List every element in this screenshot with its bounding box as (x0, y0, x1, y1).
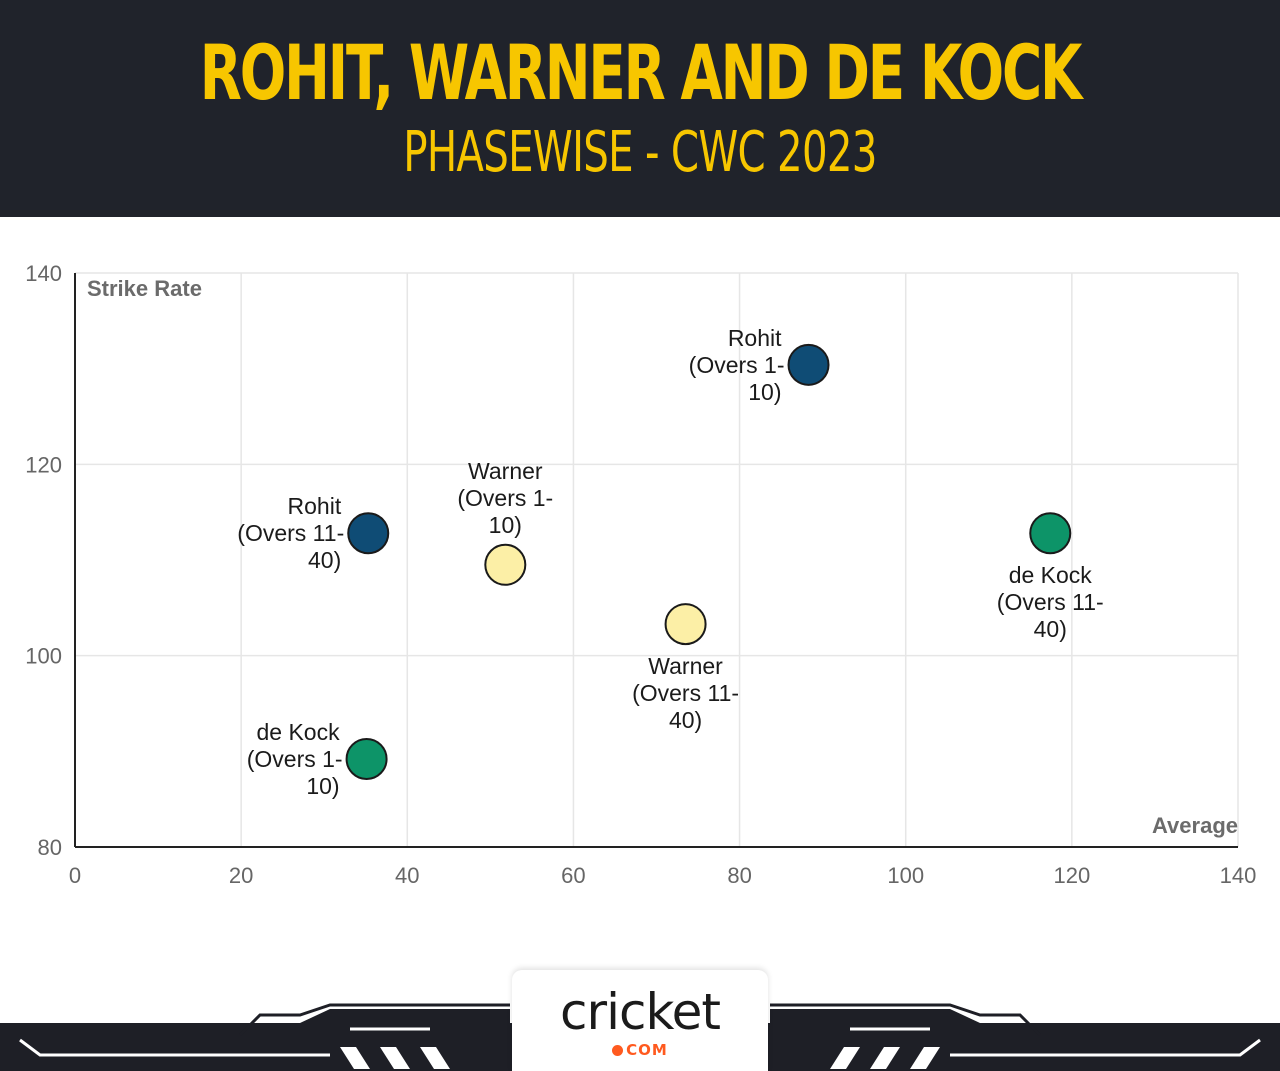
y-tick-label: 100 (25, 644, 62, 669)
data-point-label: (Overs 1- (247, 746, 343, 772)
data-point-label: (Overs 11- (997, 589, 1104, 615)
data-point-label: 40) (669, 707, 702, 733)
y-tick-label: 140 (25, 261, 62, 286)
x-tick-label: 100 (887, 863, 924, 888)
data-point (664, 603, 707, 646)
cricket-com-logo: cricket COM (512, 970, 768, 1071)
y-axis-title: Strike Rate (87, 276, 202, 301)
chart-subtitle: PHASEWISE - CWC 2023 (403, 120, 877, 185)
data-point-label: 40) (308, 547, 341, 573)
x-tick-label: 80 (727, 863, 751, 888)
data-point (1029, 512, 1072, 555)
x-tick-label: 120 (1053, 863, 1090, 888)
data-point-label: 10) (748, 379, 781, 405)
y-tick-label: 80 (38, 835, 62, 860)
logo-wordmark: cricket (560, 983, 721, 1041)
logo-suffix-text: COM (626, 1041, 668, 1059)
data-point (787, 343, 830, 386)
data-point-label: 40) (1034, 616, 1067, 642)
data-point-label: (Overs 1- (457, 485, 553, 511)
x-axis-title: Average (1152, 813, 1238, 838)
data-point-label: Warner (648, 653, 723, 679)
x-tick-label: 140 (1220, 863, 1257, 888)
data-point-label: Rohit (288, 493, 342, 519)
data-point-label: de Kock (256, 719, 340, 745)
logo-suffix: COM (512, 1041, 768, 1059)
y-tick-label: 120 (25, 452, 62, 477)
data-point (345, 737, 388, 780)
scatter-chart: 0 20 40 60 80 100 120 140 80 100 120 140 Strike Rate… (25, 261, 1257, 888)
x-tick-label: 0 (69, 863, 81, 888)
data-point (347, 512, 390, 555)
x-tick-label: 20 (229, 863, 253, 888)
logo-dot-icon (612, 1045, 624, 1056)
data-point-label: de Kock (1009, 562, 1093, 588)
data-point (484, 543, 527, 586)
data-point-label: Rohit (728, 325, 782, 351)
data-point-label: (Overs 11- (237, 520, 344, 546)
x-tick-label: 40 (395, 863, 419, 888)
x-tick-label: 60 (561, 863, 585, 888)
data-point-label: (Overs 11- (632, 680, 739, 706)
data-point-label: (Overs 1- (689, 352, 785, 378)
data-point-label: 10) (489, 512, 522, 538)
chart-title: ROHIT, WARNER AND DE KOCK (199, 28, 1083, 117)
data-point-label: Warner (468, 458, 543, 484)
data-point-label: 10) (306, 773, 339, 799)
header-banner: ROHIT, WARNER AND DE KOCK PHASEWISE - CW… (0, 0, 1280, 217)
